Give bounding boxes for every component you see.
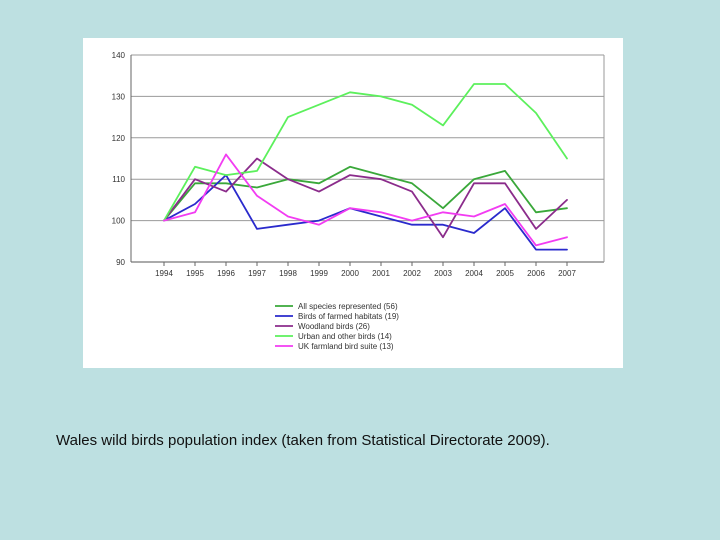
figure-caption: Wales wild birds population index (taken…	[56, 432, 550, 449]
legend-label: Birds of farmed habitats (19)	[298, 312, 399, 321]
x-tick-label: 2004	[465, 269, 483, 278]
y-tick-label: 100	[112, 217, 126, 226]
legend-label: Urban and other birds (14)	[298, 332, 392, 341]
series-line-5	[163, 153, 568, 247]
x-tick-label: 1997	[248, 269, 266, 278]
x-tick-label: 2003	[434, 269, 452, 278]
x-tick-label: 2001	[372, 269, 390, 278]
y-tick-label: 140	[112, 51, 126, 60]
series-line-4	[163, 83, 568, 222]
x-tick-label: 1996	[217, 269, 235, 278]
y-tick-label: 90	[116, 258, 125, 267]
x-tick-label: 1995	[186, 269, 204, 278]
x-tick-label: 2007	[558, 269, 576, 278]
x-tick-label: 2002	[403, 269, 421, 278]
x-tick-label: 2005	[496, 269, 514, 278]
series-line-3	[163, 157, 568, 239]
y-tick-label: 130	[112, 92, 126, 101]
x-tick-label: 1999	[310, 269, 328, 278]
grid-lines	[131, 54, 604, 263]
legend-label: Woodland birds (26)	[298, 322, 370, 331]
tick-labels: 90 100 110 120 130 140 1994 1995 1996 1997 1998 199…	[112, 51, 577, 278]
legend: All species represented (56)Birds of far…	[275, 302, 399, 351]
chart-panel: 90 100 110 120 130 140 1994 1995 1996 1997 1998 199…	[83, 38, 623, 368]
series-line-2	[163, 174, 568, 251]
x-tick-label: 1998	[279, 269, 297, 278]
line-chart: 90 100 110 120 130 140 1994 1995 1996 1997 1998 199…	[112, 51, 605, 351]
legend-label: All species represented (56)	[298, 302, 398, 311]
y-tick-label: 120	[112, 134, 126, 143]
series-lines	[163, 83, 568, 251]
legend-label: UK farmland bird suite (13)	[298, 342, 394, 351]
x-tick-label: 1994	[155, 269, 173, 278]
x-tick-label: 2006	[527, 269, 545, 278]
y-tick-label: 110	[112, 175, 125, 184]
axes	[130, 55, 605, 266]
x-tick-label: 2000	[341, 269, 359, 278]
